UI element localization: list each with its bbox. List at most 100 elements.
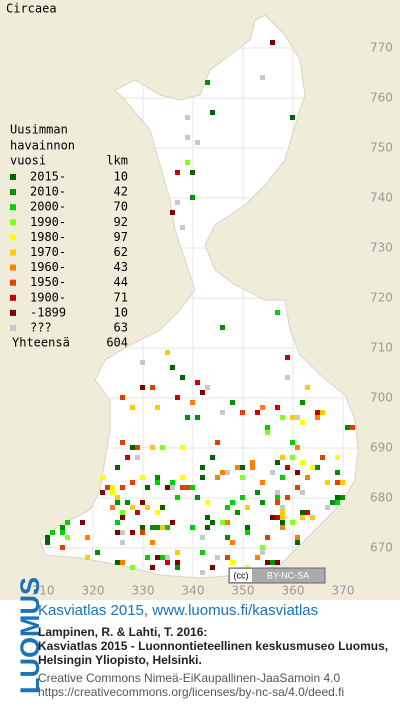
record-square	[345, 425, 350, 430]
record-square	[285, 375, 290, 380]
legend-swatch	[10, 219, 16, 226]
record-square	[60, 545, 65, 550]
record-square	[130, 405, 135, 410]
record-square	[150, 565, 155, 570]
record-square	[130, 530, 135, 535]
record-square	[175, 395, 180, 400]
record-square	[290, 415, 295, 420]
legend: 2015- 10 2010- 42 2000- 70 1990- 92 1980- 97 1970-…	[10, 170, 128, 350]
record-square	[165, 485, 170, 490]
license-badge: (cc) BY-NC-SA	[228, 567, 326, 584]
record-square	[335, 470, 340, 475]
y-label: 680	[370, 491, 393, 505]
record-square	[335, 495, 340, 500]
record-square	[275, 460, 280, 465]
legend-label: 1980-	[30, 230, 66, 244]
record-square	[200, 550, 205, 555]
record-square	[120, 510, 125, 515]
record-square	[175, 495, 180, 500]
legend-label: 2000-	[30, 200, 66, 214]
record-square	[270, 515, 275, 520]
record-square	[115, 500, 120, 505]
record-square	[295, 485, 300, 490]
record-square	[310, 465, 315, 470]
record-square	[140, 500, 145, 505]
y-label: 700	[370, 391, 393, 405]
record-square	[230, 500, 235, 505]
record-square	[185, 485, 190, 490]
record-square	[115, 495, 120, 500]
legend-swatch	[10, 309, 16, 316]
record-square	[120, 560, 125, 565]
record-square	[125, 500, 130, 505]
record-square	[170, 365, 175, 370]
legend-count: 10	[114, 170, 128, 184]
legend-label: ???	[30, 321, 52, 335]
record-square	[50, 530, 55, 535]
record-square	[160, 555, 165, 560]
record-square	[295, 415, 300, 420]
record-square	[300, 460, 305, 465]
record-square	[265, 535, 270, 540]
record-square	[220, 470, 225, 475]
record-square	[245, 525, 250, 530]
record-square	[245, 505, 250, 510]
record-square	[190, 485, 195, 490]
record-square	[110, 485, 115, 490]
record-square	[270, 470, 275, 475]
legend-swatch	[10, 234, 16, 241]
record-square	[225, 520, 230, 525]
record-square	[280, 415, 285, 420]
legend-swatch	[10, 174, 16, 180]
record-square	[290, 455, 295, 460]
record-square	[280, 505, 285, 510]
record-square	[200, 475, 205, 480]
record-square	[155, 525, 160, 530]
x-label: 310	[32, 584, 55, 598]
record-square	[110, 490, 115, 495]
record-square	[120, 485, 125, 490]
record-square	[65, 535, 70, 540]
axes: 770 760 750 740 730 720 710 700 690 680 670 310 320 3…	[32, 41, 393, 598]
record-square	[160, 525, 165, 530]
y-label: 760	[370, 91, 393, 105]
record-square	[215, 475, 220, 480]
records	[45, 40, 355, 575]
record-square	[300, 420, 305, 425]
y-label: 750	[370, 141, 393, 155]
badge-box	[228, 567, 326, 584]
record-square	[185, 135, 190, 140]
record-square	[335, 500, 340, 505]
record-square	[125, 455, 130, 460]
record-square	[150, 385, 155, 390]
legend-label: -1899	[30, 305, 66, 319]
record-square	[335, 455, 340, 460]
record-square	[295, 470, 300, 475]
record-square	[305, 385, 310, 390]
legend-count: 71	[114, 290, 128, 304]
record-square	[280, 510, 285, 515]
record-square	[85, 555, 90, 560]
legend-count: 92	[114, 215, 128, 229]
record-square	[155, 510, 160, 515]
x-label: 320	[82, 584, 105, 598]
record-square	[210, 455, 215, 460]
record-square	[150, 540, 155, 545]
record-square	[325, 505, 330, 510]
record-square	[60, 525, 65, 530]
record-square	[165, 525, 170, 530]
record-square	[195, 140, 200, 145]
record-square	[240, 475, 245, 480]
x-label: 350	[232, 584, 255, 598]
record-square	[210, 110, 215, 115]
record-square	[275, 310, 280, 315]
record-square	[230, 400, 235, 405]
record-square	[260, 545, 265, 550]
record-square	[215, 555, 220, 560]
record-square	[245, 530, 250, 535]
y-label: 720	[370, 291, 393, 305]
record-square	[290, 440, 295, 445]
legend-swatch	[10, 264, 16, 271]
record-square	[280, 515, 285, 520]
record-square	[140, 525, 145, 530]
